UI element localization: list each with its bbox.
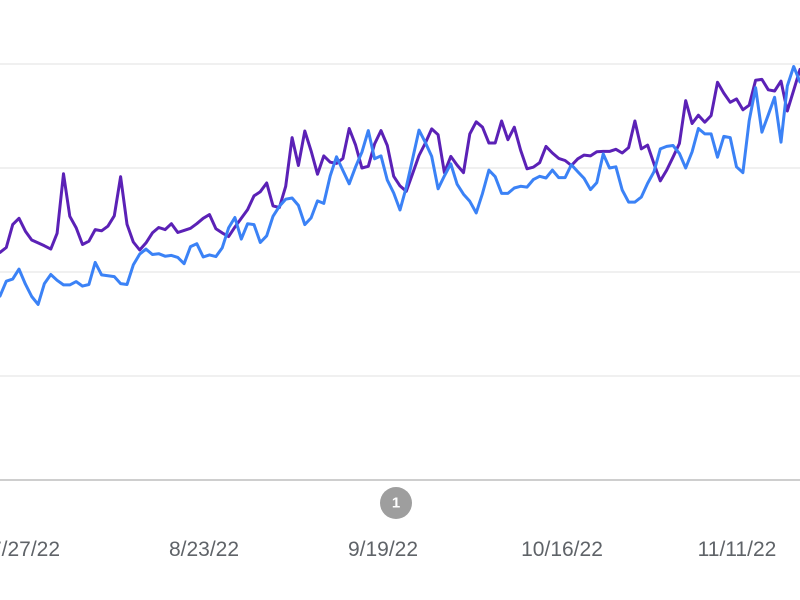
x-tick-label: 9/19/22 [348,538,418,561]
x-tick-label: 11/11/22 [698,538,777,561]
x-tick-label: 8/23/22 [169,538,239,561]
x-tick-label: 7/27/22 [0,538,60,561]
series-line-2 [0,65,800,306]
series-group [0,65,800,306]
annotation-label: 1 [392,495,400,512]
x-tick-label: 10/16/22 [521,538,603,561]
series-line-1 [0,67,800,254]
annotation-circle[interactable] [380,487,412,519]
annotation-marker[interactable]: 1 [380,487,412,519]
gridlines [0,63,800,377]
x-axis-tick-labels: 7/27/22 8/23/22 9/19/22 10/16/22 11/11/22 [0,538,776,561]
